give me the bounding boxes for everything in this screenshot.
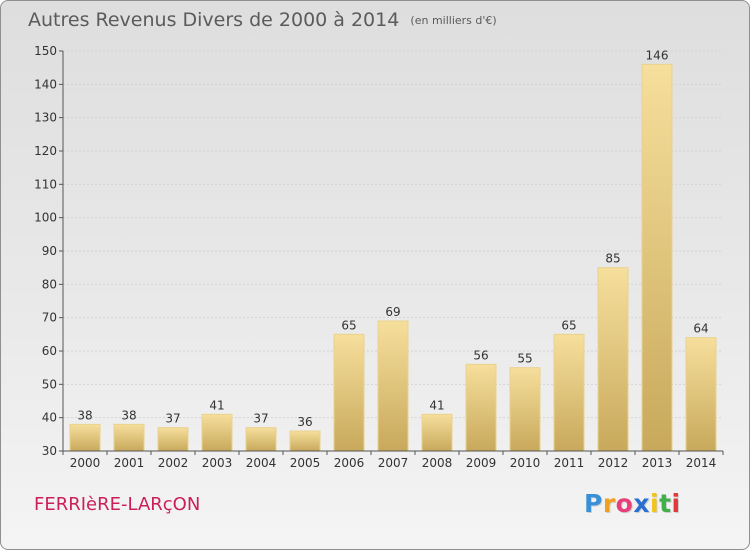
data-labels: 38 38 37 41 37 36 65 69 41 56 55 65 85 146 64 [77, 48, 708, 429]
bar-2006 [333, 333, 365, 452]
data-label-2012: 85 [605, 252, 620, 266]
y-tick-label: 80 [42, 277, 57, 291]
data-label-2002: 37 [165, 412, 180, 426]
bar-2009 [465, 363, 497, 452]
data-label-2006: 65 [341, 318, 356, 332]
bar-2000 [69, 423, 101, 452]
data-label-2000: 38 [77, 408, 92, 422]
x-tick-label: 2008 [422, 456, 453, 470]
y-tick-label: 40 [42, 411, 57, 425]
data-label-2013: 146 [646, 48, 669, 62]
axes: 30 40 50 60 70 80 90 100 110 120 130 140 150 2000 2001… [34, 44, 724, 470]
y-tick-label: 150 [34, 44, 57, 58]
bar-2005 [289, 430, 321, 452]
logo-letter: i [671, 489, 681, 518]
x-tick-label: 2013 [642, 456, 673, 470]
bar-2002 [157, 427, 189, 452]
x-tick-label: 2007 [378, 456, 409, 470]
bar-2013 [641, 63, 673, 452]
bar-2007 [377, 320, 409, 452]
data-label-2005: 36 [297, 415, 312, 429]
chart-title-main: Autres Revenus Divers de 2000 à 2014 [28, 9, 400, 31]
logo-letter: x [633, 489, 650, 518]
data-label-2010: 55 [517, 352, 532, 366]
data-label-2008: 41 [429, 398, 444, 412]
logo-letter: P [584, 489, 603, 518]
x-tick-label: 2001 [114, 456, 145, 470]
data-label-2004: 37 [253, 412, 268, 426]
y-tick-label: 100 [34, 211, 57, 225]
bar-2010 [509, 367, 541, 452]
commune-name: FERRIèRE-LARçON [34, 494, 201, 515]
logo-letter: o [615, 489, 634, 518]
x-tick-label: 2011 [554, 456, 585, 470]
chart-title: Autres Revenus Divers de 2000 à 2014 (en… [28, 9, 497, 31]
y-tick-label: 30 [42, 444, 57, 458]
y-tick-label: 60 [42, 344, 57, 358]
bar-2008 [421, 413, 453, 452]
x-tick-label: 2000 [70, 456, 101, 470]
x-tick-label: 2005 [290, 456, 321, 470]
x-tick-label: 2009 [466, 456, 497, 470]
data-label-2003: 41 [209, 398, 224, 412]
bar-2003 [201, 413, 233, 452]
y-tick-label: 50 [42, 377, 57, 391]
x-tick-label: 2006 [334, 456, 365, 470]
chart-title-unit: (en milliers d'€) [410, 14, 497, 27]
y-tick-label: 70 [42, 311, 57, 325]
y-tick-label: 120 [34, 144, 57, 158]
y-tick-label: 90 [42, 244, 57, 258]
bar-2014 [685, 337, 717, 452]
x-tick-label: 2010 [510, 456, 541, 470]
bars [69, 63, 717, 452]
data-label-2011: 65 [561, 318, 576, 332]
bar-2004 [245, 427, 277, 452]
x-tick-label: 2014 [686, 456, 717, 470]
logo-letter: t [659, 489, 672, 518]
data-label-2014: 64 [693, 322, 708, 336]
logo-letter: i [650, 489, 660, 518]
logo-letter: r [602, 489, 616, 518]
y-tick-label: 130 [34, 111, 57, 125]
data-label-2009: 56 [473, 348, 488, 362]
x-tick-label: 2003 [202, 456, 233, 470]
bar-2012 [597, 267, 629, 452]
x-tick-label: 2004 [246, 456, 277, 470]
y-tick-label: 110 [34, 177, 57, 191]
grid-lines [63, 50, 723, 419]
data-label-2001: 38 [121, 408, 136, 422]
x-tick-label: 2012 [598, 456, 629, 470]
y-tick-label: 140 [34, 77, 57, 91]
data-label-2007: 69 [385, 305, 400, 319]
proxiti-logo[interactable]: Proxiti [584, 489, 681, 518]
bar-2011 [553, 333, 585, 452]
bar-2001 [113, 423, 145, 452]
x-tick-label: 2002 [158, 456, 189, 470]
